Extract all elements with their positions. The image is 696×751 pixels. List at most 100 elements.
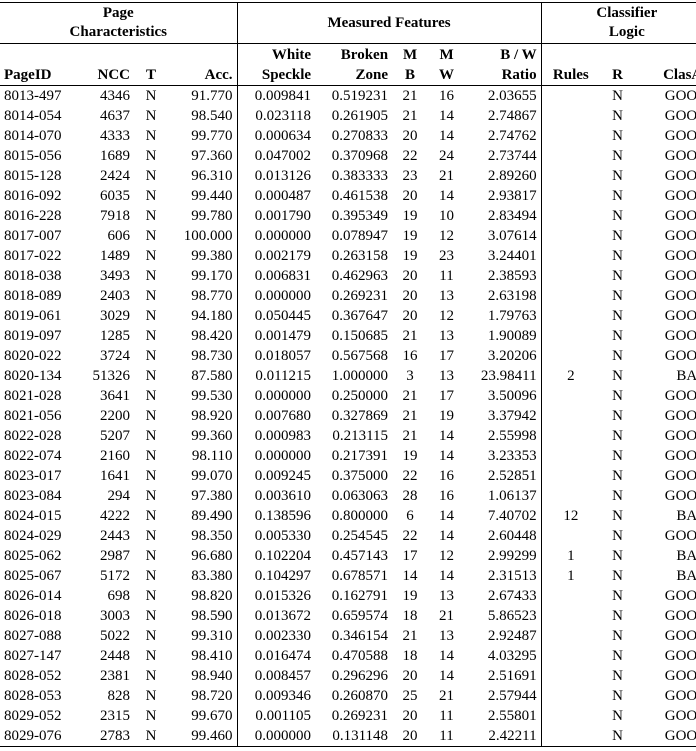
table-cell: 0.367647	[331, 308, 389, 324]
group-header-text: Measured Features	[327, 14, 451, 31]
table-cell: 2.57944	[465, 686, 542, 706]
column-header: T	[134, 43, 168, 86]
table-cell: GOOD	[664, 608, 696, 624]
table-header: Page Characteristics Measured Features Clas…	[0, 2, 696, 86]
table-cell: 98.540	[168, 106, 238, 126]
table-cell: 8028-052	[4, 668, 62, 684]
table-cell: 8024-029	[4, 528, 62, 544]
table-cell: 0.000487	[254, 188, 312, 204]
table-cell: 0.002179	[254, 248, 312, 264]
table-cell: N	[145, 468, 157, 484]
table-cell: 3.23353	[465, 446, 542, 466]
table-cell: N	[145, 148, 157, 164]
table-cell: 5172	[100, 568, 130, 584]
table-cell: 20	[402, 308, 418, 324]
table-row: 8023-084 294 N 97.380 0.003610 0.063063 28 16 1.…	[0, 486, 696, 506]
table-cell: 0.327869	[331, 408, 389, 424]
table-cell: 2.31513	[465, 566, 542, 586]
table-cell: 21	[439, 168, 455, 184]
table-cell: 4346	[100, 88, 130, 104]
column-header-text: White	[271, 47, 312, 63]
table-row: 8026-014 698 N 98.820 0.015326 0.162791 19 13 2.…	[0, 586, 696, 606]
table-cell: 22	[402, 148, 418, 164]
table-cell: 2403	[100, 288, 130, 304]
table-cell: 0.002330	[254, 628, 312, 644]
table-cell: 22	[402, 528, 418, 544]
table-cell: 1.79763	[465, 306, 542, 326]
table-cell: 2.55801	[465, 706, 542, 726]
table-cell: 0.254545	[331, 528, 389, 544]
table-cell: N	[612, 268, 624, 284]
table-cell: GOOD	[664, 468, 696, 484]
table-cell: 3.50096	[465, 386, 542, 406]
table-cell: 2.74867	[465, 106, 542, 126]
table-cell: 8023-084	[4, 488, 62, 504]
table-cell: 8019-097	[4, 328, 62, 344]
table-cell: 8023-017	[4, 468, 62, 484]
table-cell: 17	[402, 548, 418, 564]
table-cell: 4222	[100, 508, 130, 524]
table-cell: 1.06137	[465, 486, 542, 506]
table-cell: 0.659574	[331, 608, 389, 624]
table-cell: 0.005330	[254, 528, 312, 544]
table-cell	[541, 106, 600, 126]
table-cell: 8017-022	[4, 248, 62, 264]
table-cell: BAD	[676, 548, 696, 564]
table-cell: 0.000000	[254, 288, 312, 304]
table-cell: N	[145, 528, 157, 544]
column-header: Acc.	[168, 43, 238, 86]
group-header-text: Page	[102, 5, 134, 21]
table-cell: 0.001790	[254, 208, 312, 224]
table-cell: N	[145, 548, 157, 564]
column-header-text: Acc.	[204, 67, 233, 83]
table-cell: 3003	[100, 608, 130, 624]
table-cell: 5207	[100, 428, 130, 444]
table-cell: BAD	[676, 568, 696, 584]
table-cell: 0.678571	[331, 568, 389, 584]
column-header-text: Zone	[355, 67, 389, 83]
column-header: NCC	[82, 43, 134, 86]
table-cell: 14	[439, 188, 455, 204]
table-cell: 0.000634	[254, 128, 312, 144]
table-cell: 0.013672	[254, 608, 312, 624]
table-cell: 0.800000	[331, 508, 389, 524]
table-cell: 8025-067	[4, 568, 62, 584]
table-cell: 21	[402, 388, 418, 404]
table-cell: N	[612, 548, 624, 564]
table-cell: GOOD	[664, 108, 696, 124]
table-cell	[541, 726, 601, 747]
table-cell: N	[612, 368, 624, 384]
table-cell: 0.346154	[331, 628, 389, 644]
table-cell: 0.263158	[331, 248, 389, 264]
table-cell: GOOD	[664, 348, 696, 364]
table-cell: N	[612, 448, 624, 464]
table-cell: N	[612, 468, 624, 484]
table-cell: N	[612, 128, 624, 144]
table-cell: 51326	[92, 368, 131, 384]
table-cell: 14	[402, 568, 418, 584]
table-cell: GOOD	[664, 148, 696, 164]
table-cell: 21	[439, 688, 455, 704]
table-cell: 0.150685	[331, 328, 389, 344]
table-cell: 16	[402, 348, 418, 364]
table-cell: 13	[439, 288, 455, 304]
table-row: 8027-147 2448 N 98.410 0.016474 0.470588 18 14 4…	[0, 646, 696, 666]
table-cell: N	[145, 228, 157, 244]
table-cell: 294	[107, 488, 131, 504]
table-cell: N	[612, 488, 624, 504]
table-cell: 13	[439, 588, 455, 604]
table-cell: 8016-092	[4, 188, 62, 204]
table-row: 8026-018 3003 N 98.590 0.013672 0.659574 18 21 5…	[0, 606, 696, 626]
table-cell: GOOD	[664, 688, 696, 704]
table-cell: 2	[567, 368, 575, 384]
table-cell: GOOD	[664, 408, 696, 424]
table-cell: GOOD	[664, 288, 696, 304]
table-cell	[541, 126, 600, 146]
table-cell: N	[612, 648, 624, 664]
table-cell: N	[612, 288, 624, 304]
table-cell: N	[612, 668, 624, 684]
table-cell: GOOD	[664, 88, 696, 104]
table-cell: 0.009841	[254, 88, 312, 104]
group-header-text: Characteristics	[69, 24, 167, 40]
